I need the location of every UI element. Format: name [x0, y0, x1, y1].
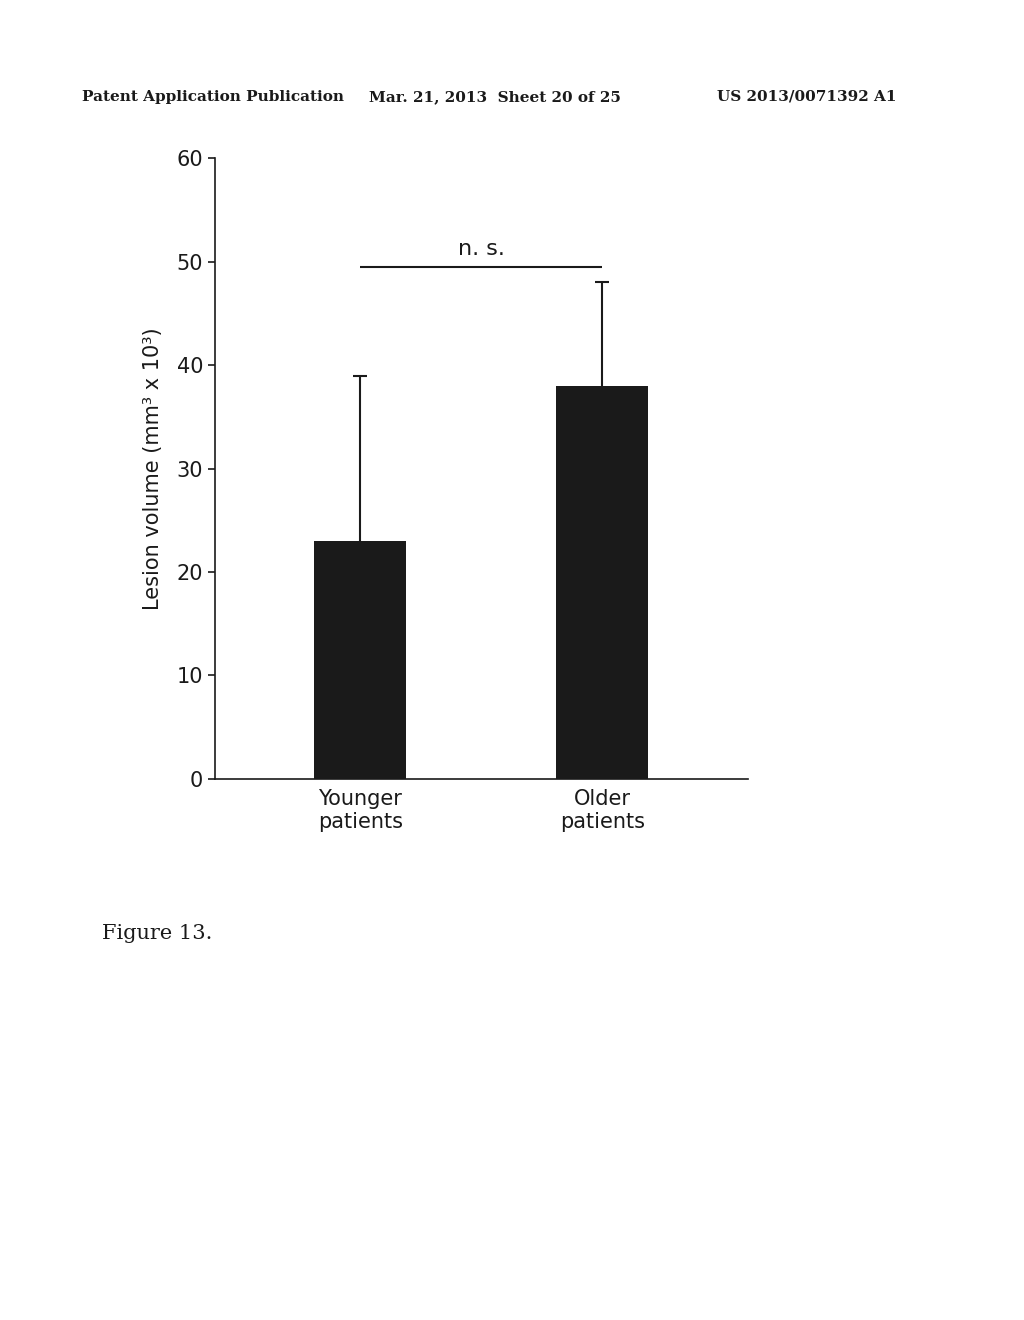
Text: Patent Application Publication: Patent Application Publication	[82, 90, 344, 104]
Y-axis label: Lesion volume (mm³ x 10³): Lesion volume (mm³ x 10³)	[142, 327, 163, 610]
Text: n. s.: n. s.	[458, 239, 505, 259]
Text: Mar. 21, 2013  Sheet 20 of 25: Mar. 21, 2013 Sheet 20 of 25	[369, 90, 621, 104]
Text: US 2013/0071392 A1: US 2013/0071392 A1	[717, 90, 896, 104]
Bar	[556, 385, 648, 779]
Bar	[314, 541, 407, 779]
Text: Figure 13.: Figure 13.	[102, 924, 213, 942]
